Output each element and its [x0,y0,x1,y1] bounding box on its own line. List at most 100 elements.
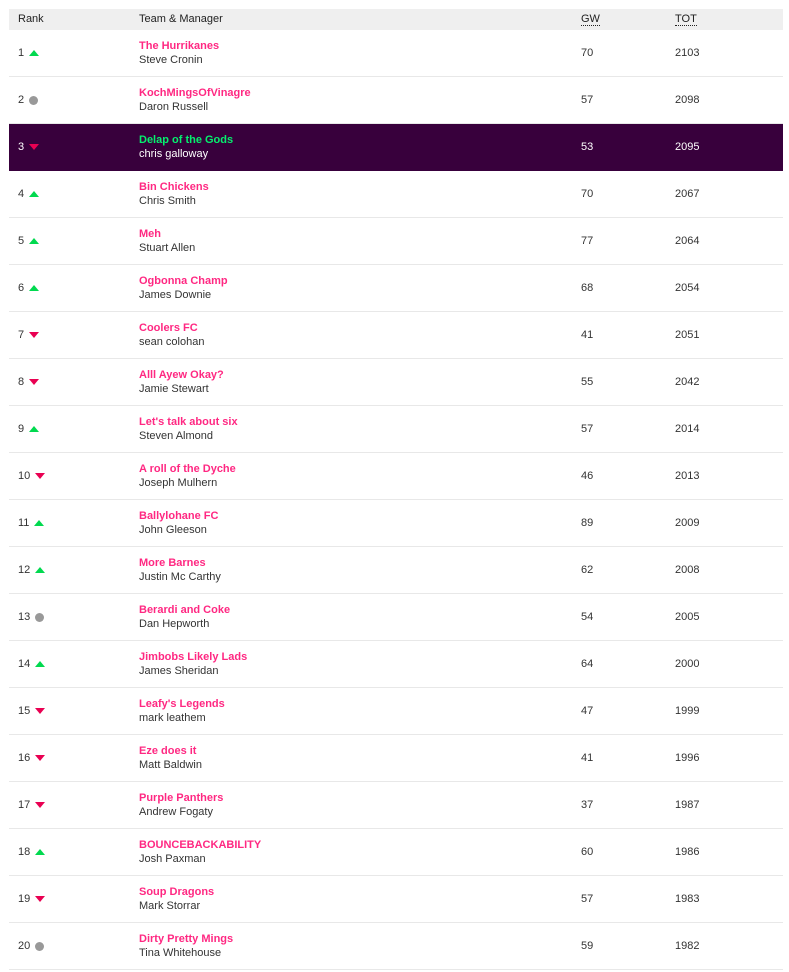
arrow-down-icon [35,708,46,714]
team-name-link[interactable]: The Hurrikanes [139,40,220,52]
team-name-link[interactable]: Leafy's Legends [139,698,225,710]
team-name-link[interactable]: Ogbonna Champ [139,275,228,287]
total-points: 2008 [675,564,700,576]
manager-name: Jamie Stewart [139,383,209,395]
rank-value: 15 [18,705,31,717]
team-cell: A roll of the Dyche Joseph Mulhern [139,462,236,490]
team-cell: Meh Stuart Allen [139,227,195,255]
table-row: 4 Bin Chickens Chris Smith 70 2067 [9,171,783,218]
team-name-link[interactable]: Dirty Pretty Mings [139,933,234,945]
league-standings-table: Rank Team & Manager GW TOT 1 The Hurrika… [9,9,783,970]
team-name-link[interactable]: Alll Ayew Okay? [139,369,224,381]
gw-points: 46 [581,470,594,482]
rank-cell: 14 [18,658,46,670]
total-points: 2051 [675,329,700,341]
manager-name: Dan Hepworth [139,618,210,630]
team-cell: Let's talk about six Steven Almond [139,415,238,443]
header-tot[interactable]: TOT [675,13,697,26]
team-name-link[interactable]: Delap of the Gods [139,134,234,146]
table-row: 3 Delap of the Gods chris galloway 53 209… [9,124,783,171]
team-name-link[interactable]: Ballylohane FC [139,510,219,522]
total-points: 2000 [675,658,700,670]
rank-value: 2 [18,94,25,106]
team-cell: The Hurrikanes Steve Cronin [139,39,219,67]
table-row: 7 Coolers FC sean colohan 41 2051 [9,312,783,359]
table-row: 1 The Hurrikanes Steve Cronin 70 2103 [9,30,783,77]
header-rank: Rank [18,13,44,25]
arrow-up-icon [29,50,40,56]
rank-cell: 4 [18,188,40,200]
team-name-link[interactable]: KochMingsOfVinagre [139,87,251,99]
rank-cell: 6 [18,282,40,294]
team-name-link[interactable]: Let's talk about six [139,416,238,428]
manager-name: Mark Storrar [139,900,201,912]
team-name-link[interactable]: Soup Dragons [139,886,215,898]
team-name-link[interactable]: A roll of the Dyche [139,463,236,475]
gw-points: 57 [581,893,594,905]
total-points: 2067 [675,188,700,200]
gw-points: 68 [581,282,594,294]
table-row: 12 More Barnes Justin Mc Carthy 62 2008 [9,547,783,594]
team-cell: Soup Dragons Mark Storrar [139,885,214,913]
manager-name: James Sheridan [139,665,219,677]
arrow-down-icon [35,473,46,479]
gw-points: 62 [581,564,594,576]
rank-value: 4 [18,188,25,200]
rank-cell: 5 [18,235,40,247]
table-row: 18 BOUNCEBACKABILITY Josh Paxman 60 1986 [9,829,783,876]
manager-name: Steve Cronin [139,54,203,66]
team-name-link[interactable]: Meh [139,228,161,240]
manager-name: Tina Whitehouse [139,947,222,959]
rank-value: 17 [18,799,31,811]
total-points: 2054 [675,282,700,294]
team-name-link[interactable]: Coolers FC [139,322,198,334]
total-points: 1999 [675,705,700,717]
no-change-icon [35,941,45,951]
manager-name: sean colohan [139,336,205,348]
table-row: 10 A roll of the Dyche Joseph Mulhern 46 … [9,453,783,500]
rank-value: 18 [18,846,31,858]
rank-value: 8 [18,376,25,388]
total-points: 2005 [675,611,700,623]
total-points: 2098 [675,94,700,106]
team-name-link[interactable]: More Barnes [139,557,206,569]
manager-name: Josh Paxman [139,853,206,865]
total-points: 2014 [675,423,700,435]
header-team-manager: Team & Manager [139,13,223,25]
rank-value: 16 [18,752,31,764]
table-row: 13 Berardi and Coke Dan Hepworth 54 2005 [9,594,783,641]
rank-cell: 9 [18,423,40,435]
arrow-up-icon [29,191,40,197]
team-name-link[interactable]: Eze does it [139,745,197,757]
gw-points: 59 [581,940,594,952]
rank-cell: 1 [18,47,40,59]
arrow-up-icon [29,285,40,291]
team-name-link[interactable]: Purple Panthers [139,792,224,804]
team-cell: Ballylohane FC John Gleeson [139,509,218,537]
rank-value: 3 [18,141,25,153]
table-header: Rank Team & Manager GW TOT [9,9,783,30]
manager-name: Steven Almond [139,430,213,442]
rank-cell: 13 [18,611,45,623]
gw-points: 89 [581,517,594,529]
total-points: 2103 [675,47,700,59]
team-name-link[interactable]: Bin Chickens [139,181,209,193]
arrow-down-icon [35,896,46,902]
rank-value: 7 [18,329,25,341]
gw-points: 70 [581,47,594,59]
arrow-up-icon [29,238,40,244]
team-name-link[interactable]: Berardi and Coke [139,604,231,616]
rank-value: 5 [18,235,25,247]
rank-value: 13 [18,611,31,623]
gw-points: 37 [581,799,594,811]
no-change-icon [35,612,45,622]
team-cell: BOUNCEBACKABILITY Josh Paxman [139,838,261,866]
gw-points: 77 [581,235,594,247]
manager-name: Chris Smith [139,195,196,207]
team-name-link[interactable]: Jimbobs Likely Lads [139,651,248,663]
header-gw[interactable]: GW [581,13,600,26]
arrow-up-icon [35,849,46,855]
team-name-link[interactable]: BOUNCEBACKABILITY [139,839,262,851]
manager-name: Stuart Allen [139,242,196,254]
manager-name: Justin Mc Carthy [139,571,221,583]
